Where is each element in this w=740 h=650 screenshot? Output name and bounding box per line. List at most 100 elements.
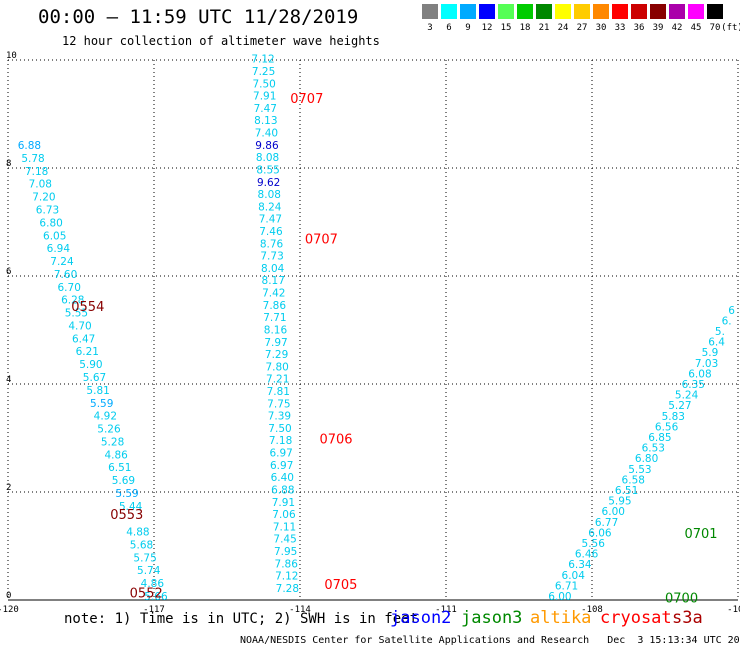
wave-height-label: 7.47 <box>259 214 282 226</box>
wave-height-label: 6.40 <box>271 472 294 484</box>
wave-height-label: 4.70 <box>68 320 91 332</box>
wave-height-label: 5.78 <box>21 153 44 165</box>
wave-height-label: 7.91 <box>272 497 295 509</box>
wave-height-label: 5. <box>715 326 725 338</box>
scale-label: 24 <box>557 23 569 33</box>
y-tick-label: 6 <box>6 267 11 277</box>
y-tick-label: 10 <box>6 51 17 61</box>
scale-label: 42 <box>671 23 683 33</box>
wave-height-label: 5.68 <box>130 539 153 551</box>
pass-time-label: 0705 <box>324 578 357 593</box>
wave-height-label: 5.27 <box>668 400 691 412</box>
wave-height-label: 6.47 <box>72 333 95 345</box>
wave-height-label: 8.13 <box>254 115 277 127</box>
y-tick-label: 2 <box>6 483 11 493</box>
x-tick-label: -111 <box>435 605 457 615</box>
wave-height-label: 7.60 <box>54 269 77 281</box>
wave-height-label: 8.08 <box>256 152 279 164</box>
wave-height-label: 5.83 <box>662 411 685 423</box>
wave-height-label: 5.59 <box>115 488 138 500</box>
chart-title: 00:00 – 11:59 UTC 11/28/2019 <box>38 6 359 28</box>
wave-height-label: 7.24 <box>50 256 74 268</box>
wave-height-label: 9.86 <box>255 140 279 152</box>
wave-height-label: 7.08 <box>29 179 52 191</box>
wave-height-label: 7.03 <box>695 358 718 370</box>
scale-swatch-3 <box>422 4 438 19</box>
wave-height-label: 6.00 <box>548 591 571 603</box>
satellite-legend-cryosat: cryosat <box>600 608 672 628</box>
scale-swatch-36 <box>631 4 647 19</box>
y-tick-label: 8 <box>6 159 11 169</box>
footer-note: note: 1) Time is in UTC; 2) SWH is in fe… <box>64 611 419 627</box>
wave-height-label: 5.74 <box>137 565 161 577</box>
wave-height-label: 5.69 <box>112 475 135 487</box>
wave-height-label: 8.76 <box>260 238 284 250</box>
wave-height-label: 5.9 <box>702 347 719 359</box>
wave-height-label: 7.97 <box>264 337 287 349</box>
wave-height-label: 6.73 <box>36 205 59 217</box>
wave-height-label: 7.40 <box>255 128 278 140</box>
wave-height-label: 7.50 <box>268 423 291 435</box>
wave-height-label: 6.4 <box>708 337 725 349</box>
scale-label: 12 <box>481 23 493 33</box>
wave-height-label: 6. <box>722 315 732 327</box>
scale-swatch-70 <box>707 4 723 19</box>
x-tick-label: -105 <box>727 605 740 615</box>
wave-height-label: 6.58 <box>622 474 645 486</box>
wave-height-label: 4.92 <box>94 411 117 423</box>
wave-height-label: 5.44 <box>119 501 143 513</box>
wave-height-label: 7.21 <box>266 374 289 386</box>
wave-height-label: 5.59 <box>90 398 113 410</box>
wave-height-label: 7.18 <box>25 166 48 178</box>
wave-height-label: 6.05 <box>43 230 66 242</box>
wave-height-label: 9.62 <box>257 177 280 189</box>
wave-height-label: 6.53 <box>642 443 665 455</box>
wave-height-label: 6.56 <box>655 421 679 433</box>
scale-swatch-39 <box>650 4 666 19</box>
x-tick-label: -114 <box>289 605 311 615</box>
wave-height-label: 5.56 <box>582 538 606 550</box>
wave-height-label: 8.17 <box>262 275 285 287</box>
pass-time-label: 0552 <box>130 586 163 601</box>
wave-height-label: 7.73 <box>260 251 283 263</box>
wave-height-label: 7.86 <box>275 558 299 570</box>
scale-swatch-24 <box>555 4 571 19</box>
wave-height-label: 7.81 <box>267 386 290 398</box>
scale-label: 45 <box>690 23 702 33</box>
pass-time-label: 0701 <box>684 527 717 542</box>
pass-time-label: 0707 <box>305 233 338 248</box>
scale-swatch-21 <box>536 4 552 19</box>
wave-height-label: 5.24 <box>675 390 699 402</box>
pass-time-label: 0707 <box>290 92 323 107</box>
wave-height-label: 6.51 <box>615 485 638 497</box>
scale-label: 21 <box>538 23 550 33</box>
wave-height-label: 5.26 <box>97 424 121 436</box>
scale-swatch-42 <box>669 4 685 19</box>
wave-height-label: 4.86 <box>104 449 128 461</box>
wave-height-label: 6.80 <box>635 453 658 465</box>
wave-height-label: 6.94 <box>47 243 71 255</box>
scale-swatch-45 <box>688 4 704 19</box>
wave-height-label: 5.55 <box>65 308 88 320</box>
wave-height-label: 7.12 <box>275 571 298 583</box>
scale-label: 39 <box>652 23 664 33</box>
scale-swatch-15 <box>498 4 514 19</box>
wave-height-label: 8.16 <box>264 324 288 336</box>
scale-unit-label: (ft) <box>721 23 740 33</box>
wave-height-label: 6.21 <box>76 346 99 358</box>
wave-height-label: 6.28 <box>61 295 84 307</box>
scale-swatch-27 <box>574 4 590 19</box>
wave-height-label: 6.04 <box>562 570 586 582</box>
wave-height-label: 8.04 <box>261 263 285 275</box>
wave-height-label: 6.34 <box>568 559 592 571</box>
scale-label: 18 <box>519 23 531 33</box>
wave-height-label: 6.77 <box>595 517 618 529</box>
x-tick-label: -108 <box>581 605 603 615</box>
satellite-legend-jason3: jason3 <box>461 608 523 628</box>
wave-height-label: 7.80 <box>265 361 288 373</box>
wave-height-label: 6.88 <box>18 140 41 152</box>
wave-height-label: 7.39 <box>268 411 291 423</box>
scale-swatch-9 <box>460 4 476 19</box>
wave-height-label: 7.47 <box>254 103 277 115</box>
